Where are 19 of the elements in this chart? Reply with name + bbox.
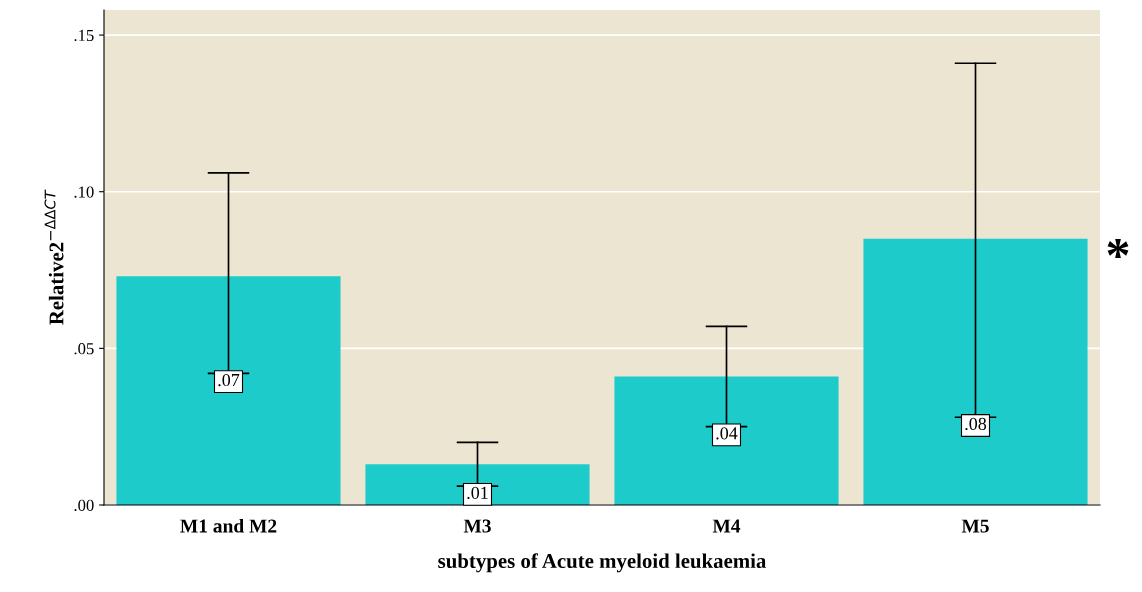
y-axis-title: Relative2$^{−ΔΔCT}$ bbox=[44, 189, 64, 325]
y-tick-label: .05 bbox=[74, 343, 94, 355]
bar bbox=[365, 464, 590, 505]
y-tick-label: .00 bbox=[74, 499, 94, 512]
text: * bbox=[1107, 239, 1129, 258]
data-label: .07 bbox=[218, 373, 240, 387]
x-tick-label: M4 bbox=[712, 519, 741, 533]
data-label: .08 bbox=[965, 417, 987, 431]
x-tick-label: M1 and M2 bbox=[180, 518, 277, 533]
x-tick-label: M5 bbox=[961, 519, 989, 533]
bar bbox=[863, 238, 1088, 505]
bar bbox=[614, 376, 839, 505]
x-tick-label: M3 bbox=[463, 519, 491, 533]
y-tick-label: .10 bbox=[74, 186, 94, 198]
x-axis-title: subtypes of Acute myeloid leukaemia bbox=[438, 553, 767, 573]
data-label: .04 bbox=[716, 427, 738, 440]
y-tick-label: .15 bbox=[74, 29, 94, 42]
bar bbox=[116, 276, 341, 505]
data-label: .01 bbox=[467, 486, 488, 499]
